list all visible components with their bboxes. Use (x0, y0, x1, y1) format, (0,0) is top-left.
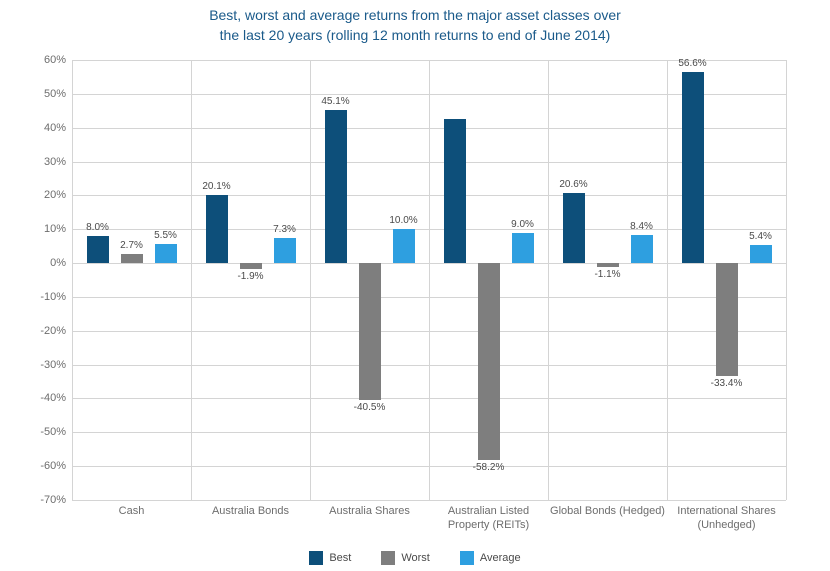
bar-value-label: -58.2% (473, 462, 505, 473)
legend-swatch-average (460, 551, 474, 565)
legend: Best Worst Average (0, 551, 830, 565)
y-tick-label: 50% (44, 88, 66, 100)
bar-worst: -1.1% (597, 263, 619, 267)
legend-label-best: Best (329, 552, 351, 564)
y-tick-label: 30% (44, 156, 66, 168)
bar-value-label: 56.6% (678, 58, 706, 69)
x-tick-label: Global Bonds (Hedged) (548, 504, 667, 518)
legend-item-average: Average (460, 551, 521, 565)
y-tick-label: 10% (44, 223, 66, 235)
category-border (786, 60, 787, 500)
bar-best: 56.6% (682, 72, 704, 264)
bar-value-label: -1.9% (237, 271, 263, 282)
bar-value-label: 45.1% (321, 96, 349, 107)
legend-item-best: Best (309, 551, 351, 565)
bar-value-label: 5.4% (749, 231, 772, 242)
bar-value-label: -40.5% (354, 402, 386, 413)
bar-best (444, 119, 466, 263)
bar-average: 5.4% (750, 245, 772, 263)
bar-worst: 2.7% (121, 254, 143, 263)
bar-worst: -1.9% (240, 263, 262, 269)
bar-value-label: 5.5% (154, 230, 177, 241)
y-tick-label: -50% (40, 426, 66, 438)
x-tick-label: Australia Bonds (191, 504, 310, 518)
bar-worst: -58.2% (478, 263, 500, 460)
x-tick-label: Cash (72, 504, 191, 518)
plot-area: -70%-60%-50%-40%-30%-20%-10%0%10%20%30%4… (72, 60, 786, 500)
x-tick-label: International Shares (Unhedged) (667, 504, 786, 533)
bar-average: 7.3% (274, 238, 296, 263)
bar-value-label: -33.4% (711, 378, 743, 389)
y-tick-label: 60% (44, 54, 66, 66)
legend-swatch-best (309, 551, 323, 565)
legend-label-average: Average (480, 552, 521, 564)
category-border (667, 60, 668, 500)
bar-best: 8.0% (87, 236, 109, 263)
bar-worst: -33.4% (716, 263, 738, 376)
category-border (548, 60, 549, 500)
bar-value-label: 7.3% (273, 224, 296, 235)
category-border (429, 60, 430, 500)
y-tick-label: 40% (44, 122, 66, 134)
bar-value-label: 20.1% (202, 181, 230, 192)
bar-value-label: 9.0% (511, 219, 534, 230)
bar-average: 8.4% (631, 235, 653, 263)
bar-average: 5.5% (155, 244, 177, 263)
category-border (191, 60, 192, 500)
bar-value-label: 10.0% (389, 215, 417, 226)
bar-value-label: 2.7% (120, 240, 143, 251)
bar-best: 20.1% (206, 195, 228, 263)
bar-average: 9.0% (512, 233, 534, 263)
y-tick-label: 0% (50, 257, 66, 269)
bar-value-label: -1.1% (594, 269, 620, 280)
y-tick-label: 20% (44, 189, 66, 201)
y-tick-label: -20% (40, 325, 66, 337)
legend-item-worst: Worst (381, 551, 430, 565)
category-border (310, 60, 311, 500)
y-tick-label: -60% (40, 460, 66, 472)
y-tick-label: -10% (40, 291, 66, 303)
chart-title: Best, worst and average returns from the… (0, 6, 830, 45)
bar-value-label: 8.4% (630, 221, 653, 232)
x-tick-label: Australian Listed Property (REITs) (429, 504, 548, 533)
y-tick-label: -40% (40, 392, 66, 404)
bar-best: 20.6% (563, 193, 585, 263)
category-border (72, 60, 73, 500)
bar-value-label: 20.6% (559, 179, 587, 190)
bar-average: 10.0% (393, 229, 415, 263)
y-tick-label: -70% (40, 494, 66, 506)
legend-label-worst: Worst (401, 552, 430, 564)
bar-best: 45.1% (325, 110, 347, 263)
chart-container: Best, worst and average returns from the… (0, 0, 830, 571)
bar-worst: -40.5% (359, 263, 381, 400)
y-tick-label: -30% (40, 359, 66, 371)
x-tick-label: Australia Shares (310, 504, 429, 518)
legend-swatch-worst (381, 551, 395, 565)
gridline (72, 500, 786, 501)
bar-value-label: 8.0% (86, 222, 109, 233)
